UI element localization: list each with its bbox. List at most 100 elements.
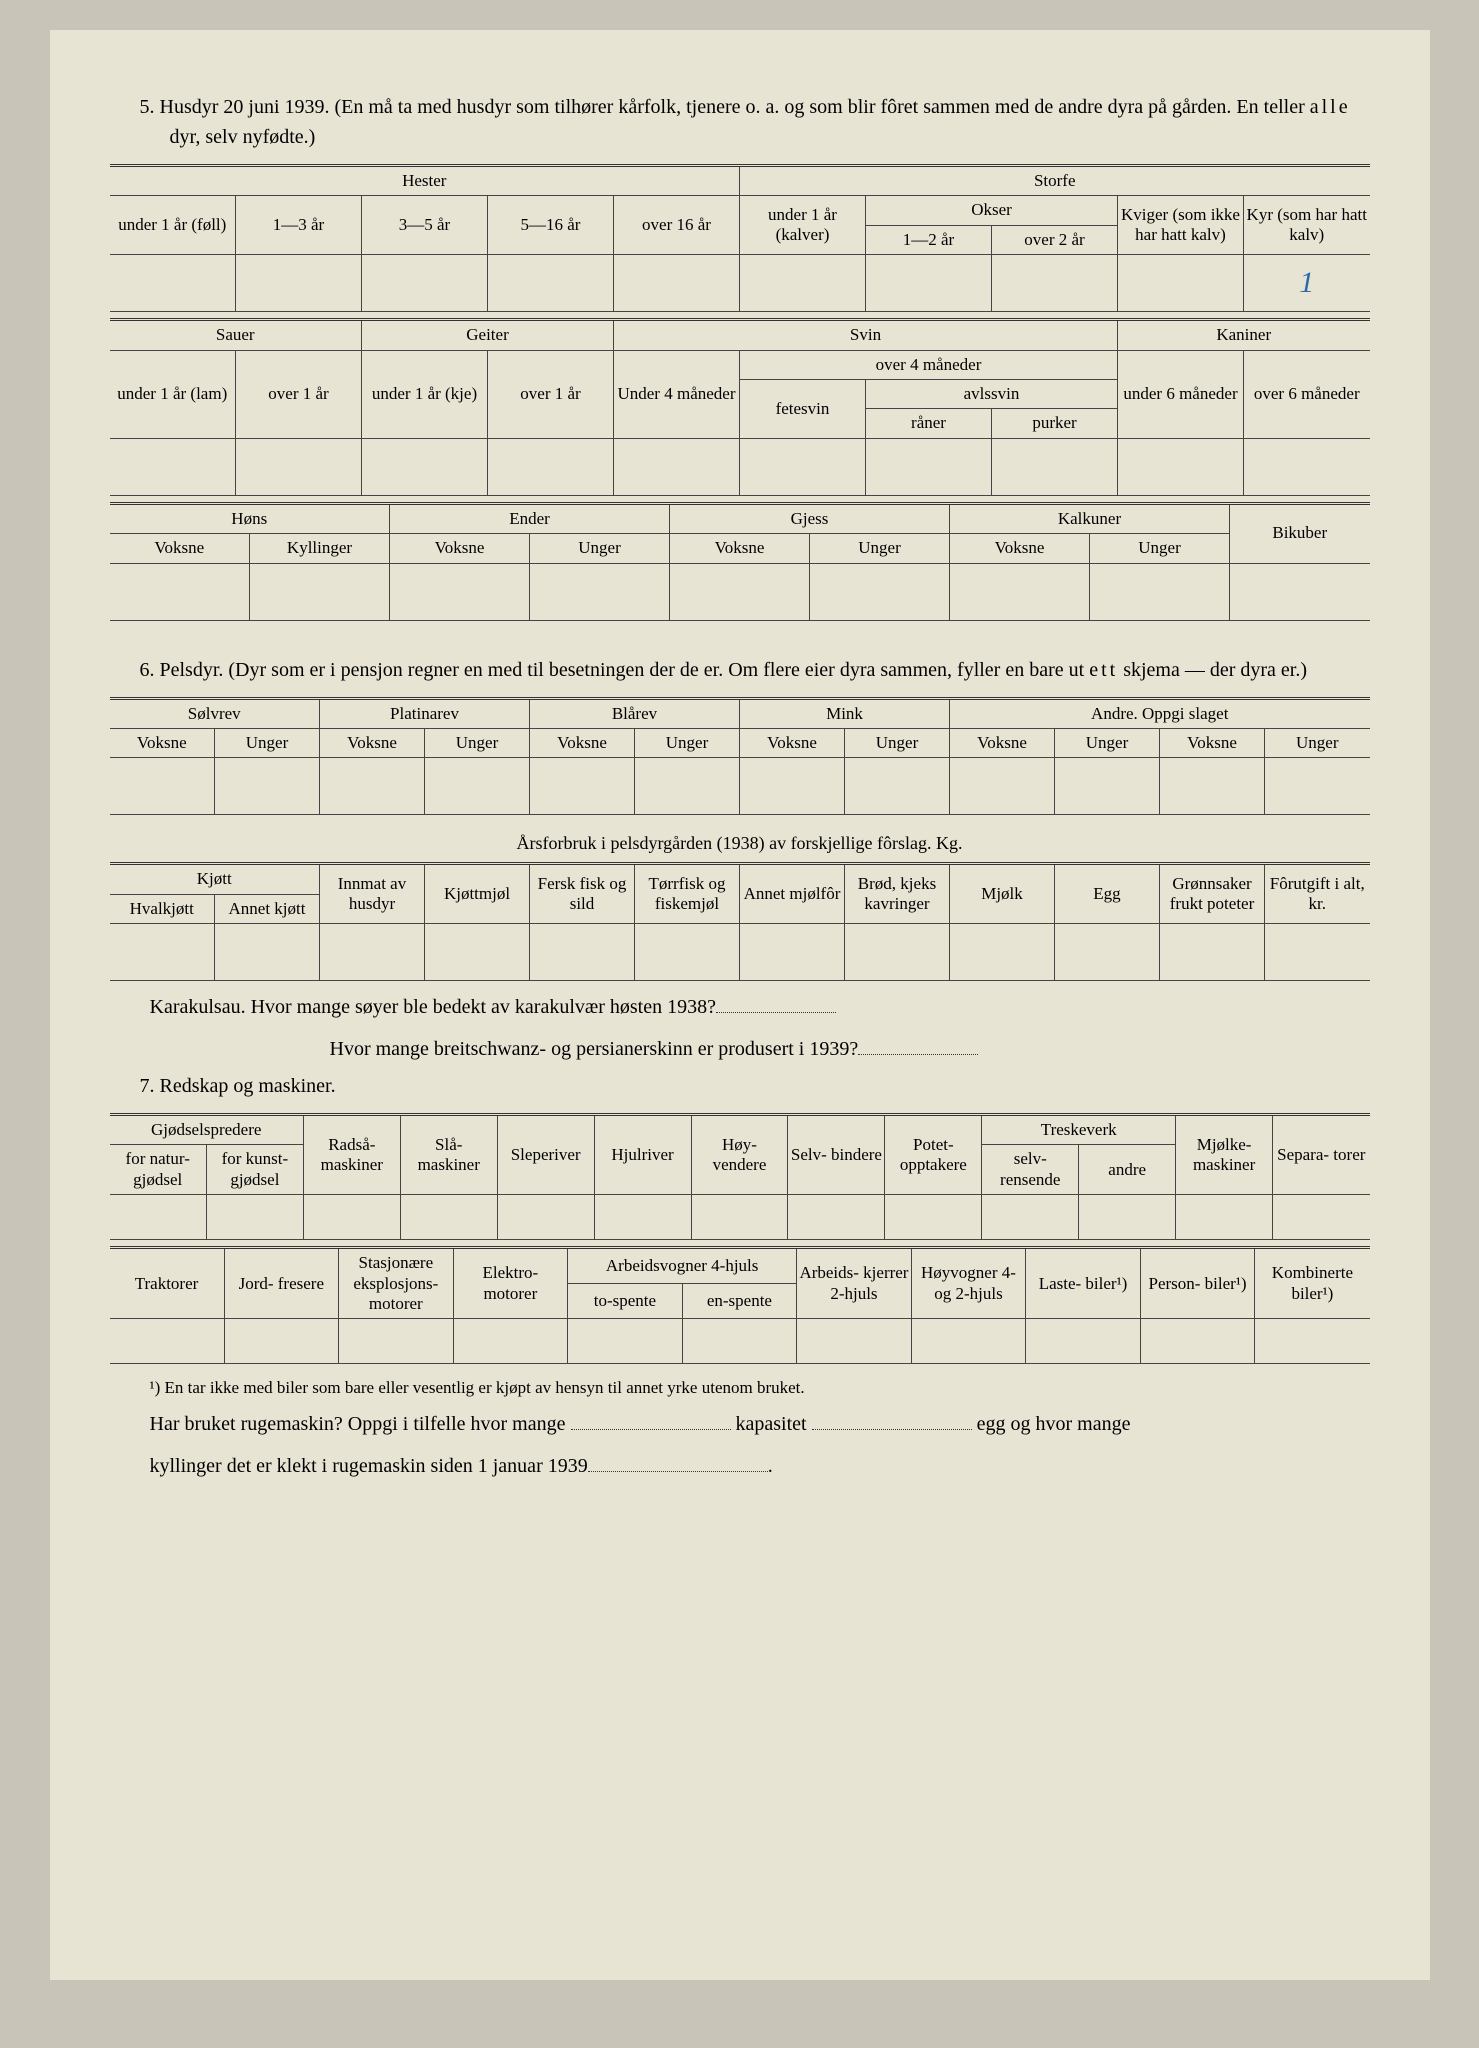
cell[interactable] [1160,758,1265,815]
cell[interactable] [425,924,530,981]
cell[interactable] [250,563,390,620]
cell[interactable] [110,438,236,495]
cell[interactable] [885,1195,982,1240]
cell[interactable] [339,1319,454,1364]
cell[interactable] [236,438,362,495]
cell[interactable] [110,1195,207,1240]
cell[interactable] [1265,924,1370,981]
blank-field[interactable] [571,1415,731,1430]
cell[interactable] [670,563,810,620]
cell[interactable] [488,438,614,495]
cell[interactable] [1090,563,1230,620]
hdr-stasjonaere: Stasjonære eksplosjons- motorer [339,1248,454,1319]
hdr-kviger: Kviger (som ikke har hatt kalv) [1118,196,1244,255]
sec7-text: Redskap og maskiner. [160,1075,336,1097]
cell[interactable] [110,563,250,620]
hdr-storfe: Storfe [740,166,1370,196]
cell[interactable] [594,1195,691,1240]
cell[interactable] [425,758,530,815]
blank-field[interactable] [858,1040,978,1055]
hdr-elektro: Elektro- motorer [453,1248,568,1319]
cell[interactable] [110,758,215,815]
cell[interactable] [950,563,1090,620]
cell[interactable] [110,255,236,312]
cell[interactable] [982,1195,1079,1240]
hdr-okser: Okser [866,196,1118,225]
cell[interactable] [950,758,1055,815]
cell[interactable] [497,1195,594,1240]
cell[interactable] [950,924,1055,981]
cell[interactable] [797,1319,912,1364]
cell[interactable] [1026,1319,1141,1364]
cell[interactable] [614,255,740,312]
hdr-kjottmjol: Kjøttmjøl [425,864,530,924]
cell[interactable] [1255,1319,1370,1364]
blank-field[interactable] [588,1457,768,1472]
hdr-under1-foll: under 1 år (føll) [110,196,236,255]
hdr-enspente: en-spente [682,1284,797,1319]
cell[interactable] [1160,924,1265,981]
cell[interactable] [1273,1195,1370,1240]
cell[interactable] [614,438,740,495]
cell[interactable] [740,924,845,981]
hdr-voksne2: Voksne [390,534,530,563]
cell[interactable] [992,255,1118,312]
cell[interactable] [224,1319,339,1364]
cell[interactable] [845,924,950,981]
cell[interactable] [568,1319,683,1364]
cell[interactable] [320,758,425,815]
cell[interactable] [1265,758,1370,815]
hdr-mjolke: Mjølke- maskiner [1176,1115,1273,1195]
cell[interactable] [362,255,488,312]
cell[interactable] [788,1195,885,1240]
cell[interactable] [740,438,866,495]
cell[interactable] [110,924,215,981]
cell[interactable] [635,924,740,981]
cell[interactable] [911,1319,1026,1364]
cell[interactable] [400,1195,497,1240]
cell[interactable] [682,1319,797,1364]
hdr-selvbindere: Selv- bindere [788,1115,885,1195]
cell[interactable] [1176,1195,1273,1240]
cell[interactable] [215,758,320,815]
cell[interactable] [236,255,362,312]
cell[interactable] [453,1319,568,1364]
cell[interactable] [1244,438,1370,495]
cell[interactable] [303,1195,400,1240]
hdr-personbiler: Person- biler¹) [1140,1248,1255,1319]
cell[interactable] [691,1195,788,1240]
cell[interactable] [530,563,670,620]
blank-field[interactable] [716,998,836,1013]
cell[interactable] [740,758,845,815]
cell[interactable] [1055,924,1160,981]
cell[interactable] [530,924,635,981]
cell[interactable] [1230,563,1370,620]
blank-field[interactable] [812,1415,972,1430]
cell[interactable] [1055,758,1160,815]
cell[interactable] [206,1195,303,1240]
cell-kyr-value[interactable]: 1 [1244,255,1370,312]
cell[interactable] [1079,1195,1176,1240]
cell[interactable] [635,758,740,815]
cell[interactable] [110,1319,225,1364]
cell[interactable] [1140,1319,1255,1364]
hdr-okser-1-2: 1—2 år [866,225,992,254]
cell[interactable] [488,255,614,312]
hdr-over1b: over 1 år [488,350,614,438]
cell[interactable] [362,438,488,495]
cell[interactable] [992,438,1118,495]
cell[interactable] [866,438,992,495]
hdr-1-3: 1—3 år [236,196,362,255]
cell[interactable] [810,563,950,620]
cell[interactable] [740,255,866,312]
rugemaskin-p4: kyllinger det er klekt i rugemaskin side… [150,1455,588,1477]
hdr-sleperiver: Sleperiver [497,1115,594,1195]
cell[interactable] [1118,255,1244,312]
cell[interactable] [1118,438,1244,495]
cell[interactable] [215,924,320,981]
cell[interactable] [390,563,530,620]
cell[interactable] [320,924,425,981]
cell[interactable] [845,758,950,815]
cell[interactable] [530,758,635,815]
cell[interactable] [866,255,992,312]
